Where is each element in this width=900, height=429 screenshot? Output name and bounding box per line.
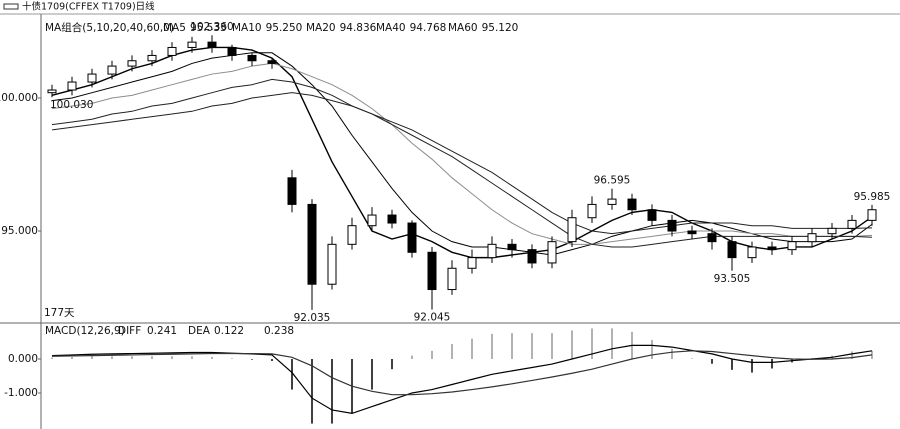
- candle-body: [47, 89, 57, 94]
- candle-body: [567, 217, 577, 243]
- high-label: 96.595: [594, 175, 631, 187]
- candle-body: [587, 203, 597, 219]
- candle-body: [327, 243, 337, 285]
- macd-line: [51, 350, 873, 396]
- macd-line: [51, 344, 873, 414]
- high-label: 95.985: [854, 191, 891, 203]
- candle-body: [307, 203, 317, 285]
- candle-body: [107, 65, 117, 75]
- y-tick-label: 95.000: [1, 225, 38, 237]
- candle-body: [67, 81, 77, 91]
- candle-body: [227, 46, 237, 56]
- candle-body: [527, 249, 537, 264]
- candle-body: [247, 54, 257, 62]
- candle-body: [407, 222, 417, 253]
- y-tick-label: 100.000: [0, 92, 38, 104]
- candle-body: [847, 219, 857, 229]
- candle-body: [507, 243, 517, 251]
- candle-body: [807, 233, 817, 243]
- ma-line: [51, 92, 873, 235]
- ma-line: [51, 62, 873, 245]
- legend-value: 94.768: [410, 22, 447, 34]
- candle-body: [667, 219, 677, 232]
- candle-body: [387, 214, 397, 224]
- legend-title: MA组合(5,10,20,40,60,0): [45, 21, 174, 34]
- candle-body: [767, 246, 777, 251]
- candle-body: [87, 73, 97, 83]
- candle-body: [547, 241, 557, 264]
- legend-name: MA5: [163, 22, 186, 34]
- candle-body: [167, 46, 177, 56]
- macd-legend-name: DEA: [188, 325, 211, 337]
- candle-body: [827, 227, 837, 235]
- legend-name: MA10: [232, 22, 262, 34]
- candle-body: [287, 177, 297, 205]
- legend-name: MA40: [376, 22, 406, 34]
- candle-body: [127, 60, 137, 67]
- macd-title: MACD(12,26,9): [45, 325, 125, 337]
- legend-name: MA20: [306, 22, 336, 34]
- legend-value: 95.250: [266, 22, 303, 34]
- candle-body: [787, 241, 797, 251]
- period-label: 177天: [44, 307, 75, 319]
- candle-body: [447, 267, 457, 291]
- low-label: 92.035: [294, 312, 331, 324]
- candle-body: [747, 246, 757, 259]
- candle-body: [727, 241, 737, 259]
- high-label: 102.360: [190, 21, 233, 33]
- candle-body: [607, 198, 617, 205]
- low-label: 100.030: [50, 99, 93, 111]
- y-tick-label: 0.000: [8, 353, 38, 365]
- candle-body: [187, 41, 197, 48]
- candle-body: [367, 214, 377, 227]
- macd-legend-value: 0.238: [264, 325, 294, 337]
- low-label: 93.505: [714, 273, 751, 285]
- candle-body: [147, 54, 157, 62]
- legend-name: MA60: [448, 22, 478, 34]
- ma-line: [51, 52, 873, 256]
- ma-line: [51, 46, 873, 259]
- macd-legend-value: 0.122: [214, 325, 244, 337]
- candle-body: [207, 41, 217, 48]
- legend-value: 95.533: [190, 22, 227, 34]
- candle-body: [427, 251, 437, 291]
- candle-body: [867, 209, 877, 221]
- y-tick-label: -1.000: [4, 387, 38, 399]
- candle-body: [267, 60, 277, 64]
- window-title: 十债1709(CFFEX T1709)日线: [22, 1, 155, 13]
- macd-legend-name: DIFF: [118, 325, 141, 337]
- candle-body: [467, 257, 477, 269]
- candle-body: [707, 233, 717, 243]
- ma-line: [51, 78, 873, 248]
- low-label: 92.045: [414, 312, 451, 324]
- candle-body: [347, 225, 357, 245]
- candle-body: [647, 209, 657, 221]
- candle-body: [487, 243, 497, 259]
- legend-value: 95.120: [482, 22, 519, 34]
- window-icon: [3, 3, 19, 10]
- legend-value: 94.836: [340, 22, 377, 34]
- candle-body: [687, 230, 697, 235]
- candle-body: [627, 198, 637, 211]
- macd-legend-value: 0.241: [147, 325, 177, 337]
